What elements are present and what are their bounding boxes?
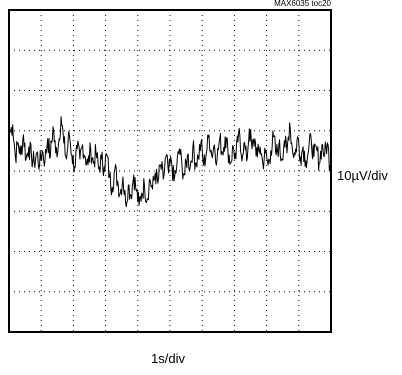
y-scale-label: 10µV/div xyxy=(337,168,388,183)
plot-frame xyxy=(8,9,332,333)
figure-tag: MAX6035 toc20 xyxy=(274,0,331,8)
noise-trace xyxy=(9,116,331,208)
scope-grid xyxy=(9,10,331,332)
x-scale-label: 1s/div xyxy=(151,351,185,366)
